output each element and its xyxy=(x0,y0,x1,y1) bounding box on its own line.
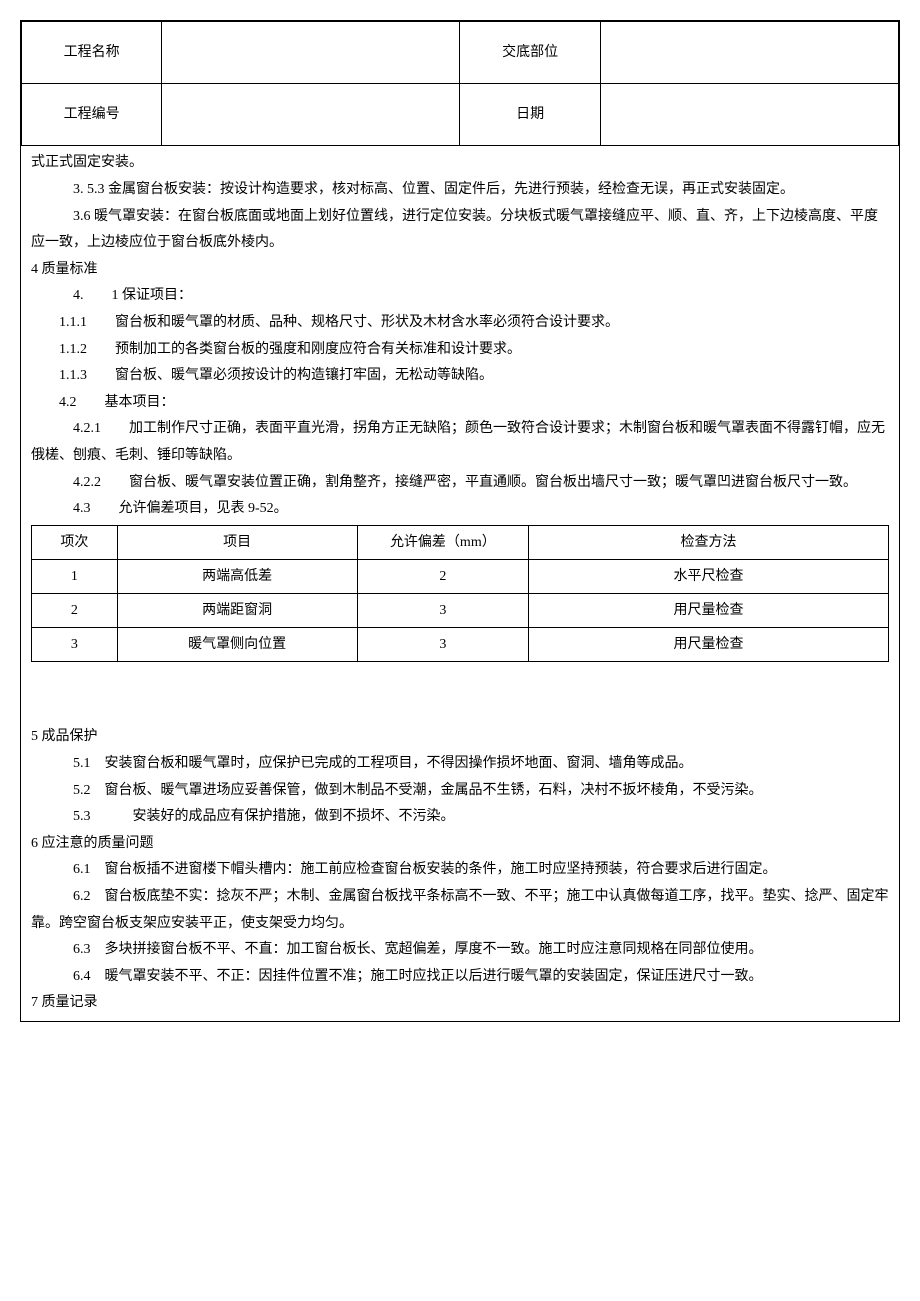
table-cell: 两端高低差 xyxy=(117,559,357,593)
paragraph: 3. 5.3 金属窗台板安装：按设计构造要求，核对标高、位置、固定件后，先进行预… xyxy=(31,177,889,204)
document-container: 工程名称 交底部位 工程编号 日期 式正式固定安装。 3. 5.3 金属窗台板安… xyxy=(20,20,900,1022)
section-heading: 6 应注意的质量问题 xyxy=(31,831,889,858)
table-cell: 2 xyxy=(357,559,528,593)
paragraph: 6.3 多块拼接窗台板不平、不直：加工窗台板长、宽超偏差，厚度不一致。施工时应注… xyxy=(31,937,889,964)
paragraph: 6.1 窗台板插不进窗楼下帽头槽内：施工前应检查窗台板安装的条件，施工时应坚持预… xyxy=(31,857,889,884)
table-row: 2 两端距窗洞 3 用尺量检查 xyxy=(32,594,889,628)
table-cell: 两端距窗洞 xyxy=(117,594,357,628)
paragraph: 1.1.3 窗台板、暖气罩必须按设计的构造镶打牢固，无松动等缺陷。 xyxy=(31,363,889,390)
spacer xyxy=(31,664,889,724)
table-header: 允许偏差（mm） xyxy=(357,525,528,559)
table-row: 1 两端高低差 2 水平尺检查 xyxy=(32,559,889,593)
table-cell: 用尺量检查 xyxy=(529,628,889,662)
paragraph: 1.1.1 窗台板和暖气罩的材质、品种、规格尺寸、形状及木材含水率必须符合设计要… xyxy=(31,310,889,337)
date-value xyxy=(600,84,898,146)
paragraph: 6.2 窗台板底垫不实：捻灰不严；木制、金属窗台板找平条标高不一致、不平；施工中… xyxy=(31,884,889,937)
project-name-label: 工程名称 xyxy=(22,22,162,84)
table-cell: 3 xyxy=(357,594,528,628)
table-header: 检查方法 xyxy=(529,525,889,559)
table-header: 项次 xyxy=(32,525,118,559)
paragraph: 1.1.2 预制加工的各类窗台板的强度和刚度应符合有关标准和设计要求。 xyxy=(31,337,889,364)
section-heading: 7 质量记录 xyxy=(31,990,889,1017)
project-number-value xyxy=(162,84,460,146)
table-cell: 3 xyxy=(357,628,528,662)
paragraph: 4. 1 保证项目： xyxy=(31,283,889,310)
paragraph: 4.3 允许偏差项目，见表 9-52。 xyxy=(31,496,889,523)
project-number-label: 工程编号 xyxy=(22,84,162,146)
paragraph: 4.2.2 窗台板、暖气罩安装位置正确，割角整齐，接缝严密，平直通顺。窗台板出墙… xyxy=(31,470,889,497)
table-cell: 水平尺检查 xyxy=(529,559,889,593)
paragraph: 5.3 安装好的成品应有保护措施，做到不损坏、不污染。 xyxy=(31,804,889,831)
table-cell: 1 xyxy=(32,559,118,593)
section-heading: 4 质量标准 xyxy=(31,257,889,284)
paragraph: 4.2 基本项目： xyxy=(31,390,889,417)
disclosure-part-label: 交底部位 xyxy=(460,22,600,84)
table-cell: 暖气罩侧向位置 xyxy=(117,628,357,662)
tolerance-table: 项次 项目 允许偏差（mm） 检查方法 1 两端高低差 2 水平尺检查 2 两端… xyxy=(31,525,889,663)
section-heading: 5 成品保护 xyxy=(31,724,889,751)
table-cell: 3 xyxy=(32,628,118,662)
paragraph: 式正式固定安装。 xyxy=(31,150,889,177)
table-row: 3 暖气罩侧向位置 3 用尺量检查 xyxy=(32,628,889,662)
document-body: 式正式固定安装。 3. 5.3 金属窗台板安装：按设计构造要求，核对标高、位置、… xyxy=(21,146,899,1021)
paragraph: 6.4 暖气罩安装不平、不正：因挂件位置不准；施工时应找正以后进行暖气罩的安装固… xyxy=(31,964,889,991)
table-cell: 2 xyxy=(32,594,118,628)
date-label: 日期 xyxy=(460,84,600,146)
header-table: 工程名称 交底部位 工程编号 日期 xyxy=(21,21,899,146)
project-name-value xyxy=(162,22,460,84)
disclosure-part-value xyxy=(600,22,898,84)
paragraph: 5.1 安装窗台板和暖气罩时，应保护已完成的工程项目，不得因操作损坏地面、窗洞、… xyxy=(31,751,889,778)
paragraph: 4.2.1 加工制作尺寸正确，表面平直光滑，拐角方正无缺陷；颜色一致符合设计要求… xyxy=(31,416,889,469)
paragraph: 5.2 窗台板、暖气罩进场应妥善保管，做到木制品不受潮，金属品不生锈，石料，决村… xyxy=(31,778,889,805)
table-header: 项目 xyxy=(117,525,357,559)
table-cell: 用尺量检查 xyxy=(529,594,889,628)
paragraph: 3.6 暖气罩安装：在窗台板底面或地面上划好位置线，进行定位安装。分块板式暖气罩… xyxy=(31,204,889,257)
